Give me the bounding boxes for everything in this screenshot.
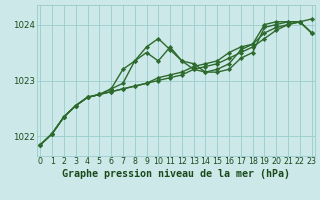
X-axis label: Graphe pression niveau de la mer (hPa): Graphe pression niveau de la mer (hPa) xyxy=(62,169,290,179)
